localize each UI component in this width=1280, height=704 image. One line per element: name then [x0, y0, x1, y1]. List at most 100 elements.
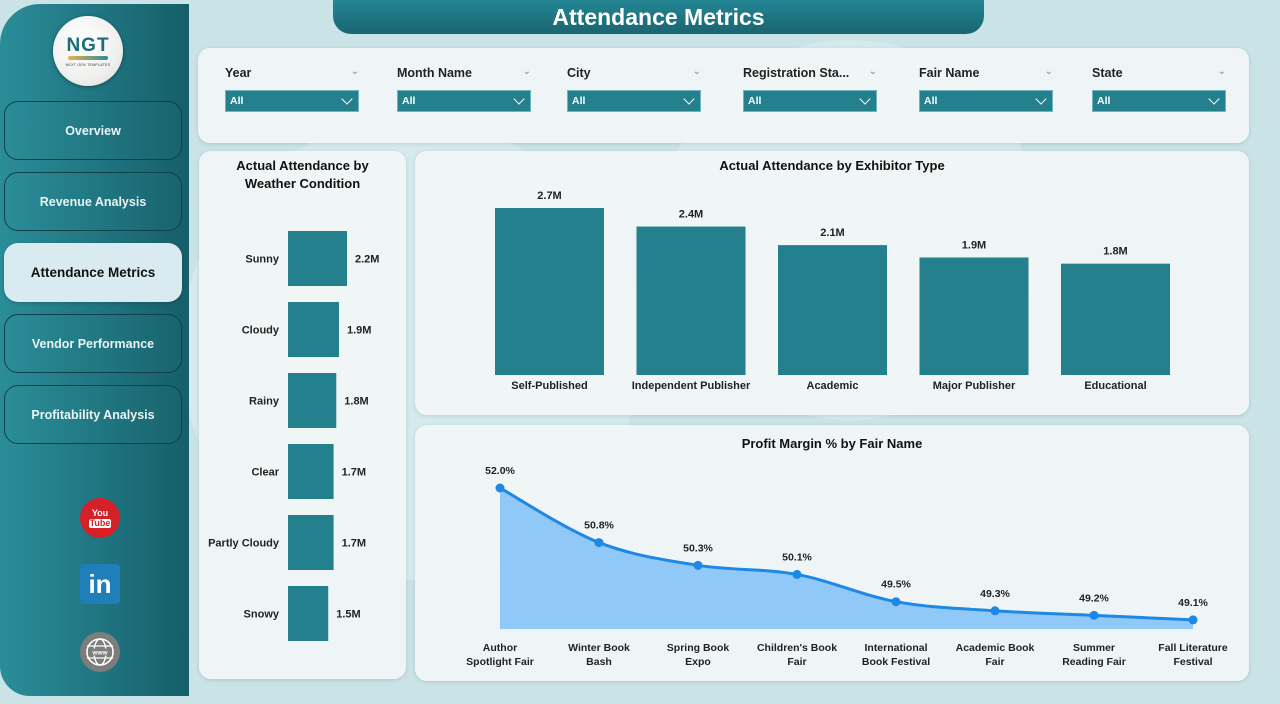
data-point	[1089, 610, 1099, 620]
nav-label: Overview	[65, 123, 121, 138]
month-name-dropdown[interactable]: All	[397, 90, 531, 112]
chevron-down-icon[interactable]: ⌄	[1217, 66, 1226, 77]
weather-attendance-chart: Actual Attendance by Weather Condition S…	[199, 151, 406, 679]
chevron-down-icon[interactable]: ⌄	[1044, 66, 1053, 77]
slicer-label: Fair Name	[919, 66, 980, 80]
area-fill	[500, 488, 1193, 629]
data-label: 1.7M	[342, 467, 366, 479]
category-label: Fall Literature	[1158, 642, 1228, 654]
logo-subtitle: NEXT GEN TEMPLATES	[65, 62, 111, 67]
exhibitor-attendance-chart: Actual Attendance by Exhibitor Type 2.7M…	[415, 151, 1249, 415]
data-label: 49.2%	[1079, 592, 1109, 604]
year-dropdown[interactable]: All	[225, 90, 359, 112]
chart-title: Actual Attendance by Weather Condition	[236, 158, 369, 191]
slicer-label: City	[567, 66, 591, 80]
page-title: Attendance Metrics	[552, 3, 765, 30]
filter-panel: Year ⌄ All Month Name ⌄ All City ⌄ All R…	[198, 48, 1249, 143]
data-label: 49.1%	[1178, 597, 1208, 609]
registration-status-dropdown[interactable]: All	[743, 90, 877, 112]
category-label: Author	[483, 642, 517, 654]
profit-margin-chart: Profit Margin % by Fair Name 52.0% Author…	[415, 425, 1249, 681]
category-label: Summer	[1073, 642, 1115, 654]
slicer-month-name: Month Name ⌄ All	[397, 66, 531, 112]
data-label: 52.0%	[485, 465, 515, 477]
bar	[288, 373, 337, 428]
page-title-bar: Attendance Metrics	[333, 0, 984, 34]
website-globe-icon[interactable]: www	[80, 632, 120, 672]
dropdown-value: All	[748, 95, 762, 107]
data-label: 1.8M	[344, 396, 368, 408]
bar	[288, 444, 334, 499]
linkedin-icon[interactable]: in	[80, 564, 120, 604]
chevron-down-icon	[341, 93, 353, 105]
ngt-logo[interactable]: NGT NEXT GEN TEMPLATES	[53, 16, 123, 86]
category-label: Expo	[685, 656, 711, 668]
bar	[495, 208, 604, 375]
chevron-down-icon[interactable]: ⌄	[692, 66, 701, 77]
globe-icon: www	[86, 638, 114, 666]
category-label: Sunny	[245, 254, 279, 266]
category-label: Children's Book	[757, 642, 837, 654]
dropdown-value: All	[1097, 95, 1111, 107]
data-point	[1188, 615, 1198, 625]
profit-area-chart: 52.0% Author Spotlight Fair 50.8% Winter Boo…	[466, 465, 1228, 668]
nav-overview[interactable]: Overview	[4, 101, 182, 160]
chevron-down-icon[interactable]: ⌄	[522, 66, 531, 77]
chevron-down-icon[interactable]: ⌄	[868, 66, 877, 77]
category-label: Festival	[1173, 656, 1212, 668]
data-point	[594, 538, 604, 548]
youtube-text: Tube	[88, 517, 112, 528]
chevron-down-icon	[859, 93, 871, 105]
bar	[288, 302, 339, 357]
slicer-label: Year	[225, 66, 252, 80]
chevron-down-icon	[683, 93, 695, 105]
data-label: 50.1%	[782, 551, 812, 563]
category-label: Major Publisher	[933, 380, 1016, 392]
nav-profitability-analysis[interactable]: Profitability Analysis	[4, 385, 182, 444]
data-label: 2.1M	[820, 227, 844, 239]
category-label: Cloudy	[242, 325, 280, 337]
youtube-icon[interactable]: You Tube	[80, 498, 120, 538]
data-label: 50.3%	[683, 542, 713, 554]
category-label: Spotlight Fair	[466, 656, 534, 668]
city-dropdown[interactable]: All	[567, 90, 701, 112]
sidebar: NGT NEXT GEN TEMPLATES Overview Revenue …	[0, 4, 189, 696]
category-label: Clear	[251, 467, 279, 479]
slicer-city: City ⌄ All	[567, 66, 701, 112]
fair-name-dropdown[interactable]: All	[919, 90, 1053, 112]
slicer-label: Registration Sta...	[743, 66, 850, 80]
data-point	[792, 569, 802, 579]
data-label: 1.8M	[1103, 246, 1127, 258]
bar	[288, 515, 334, 570]
nav-vendor-performance[interactable]: Vendor Performance	[4, 314, 182, 373]
category-label: Reading Fair	[1062, 656, 1126, 668]
chevron-down-icon[interactable]: ⌄	[350, 66, 359, 77]
category-label: Academic	[807, 380, 859, 392]
category-label: International	[864, 642, 927, 654]
bar	[778, 245, 887, 375]
www-text: www	[91, 650, 108, 657]
category-label: Self-Published	[511, 380, 587, 392]
dropdown-value: All	[402, 95, 416, 107]
youtube-text: You	[91, 507, 109, 518]
nav-revenue-analysis[interactable]: Revenue Analysis	[4, 172, 182, 231]
data-label: 1.9M	[962, 239, 986, 251]
dropdown-value: All	[924, 95, 938, 107]
category-label: Educational	[1084, 380, 1146, 392]
data-point	[990, 606, 1000, 616]
bar	[1061, 263, 1170, 375]
state-dropdown[interactable]: All	[1092, 90, 1226, 112]
slicer-year: Year ⌄ All	[225, 66, 359, 112]
data-label: 2.7M	[537, 190, 561, 202]
data-point	[495, 483, 505, 493]
series-line	[499, 486, 1194, 622]
category-label: Academic Book	[956, 642, 1035, 654]
category-label: Fair	[787, 656, 806, 668]
nav-label: Revenue Analysis	[39, 194, 147, 209]
slicer-fair-name: Fair Name ⌄ All	[919, 66, 1053, 112]
nav-label: Profitability Analysis	[31, 407, 155, 422]
nav-attendance-metrics[interactable]: Attendance Metrics	[4, 243, 182, 302]
category-label: Book Festival	[862, 656, 930, 668]
chart-title: Profit Margin % by Fair Name	[741, 436, 923, 451]
data-label: 1.9M	[347, 325, 371, 337]
